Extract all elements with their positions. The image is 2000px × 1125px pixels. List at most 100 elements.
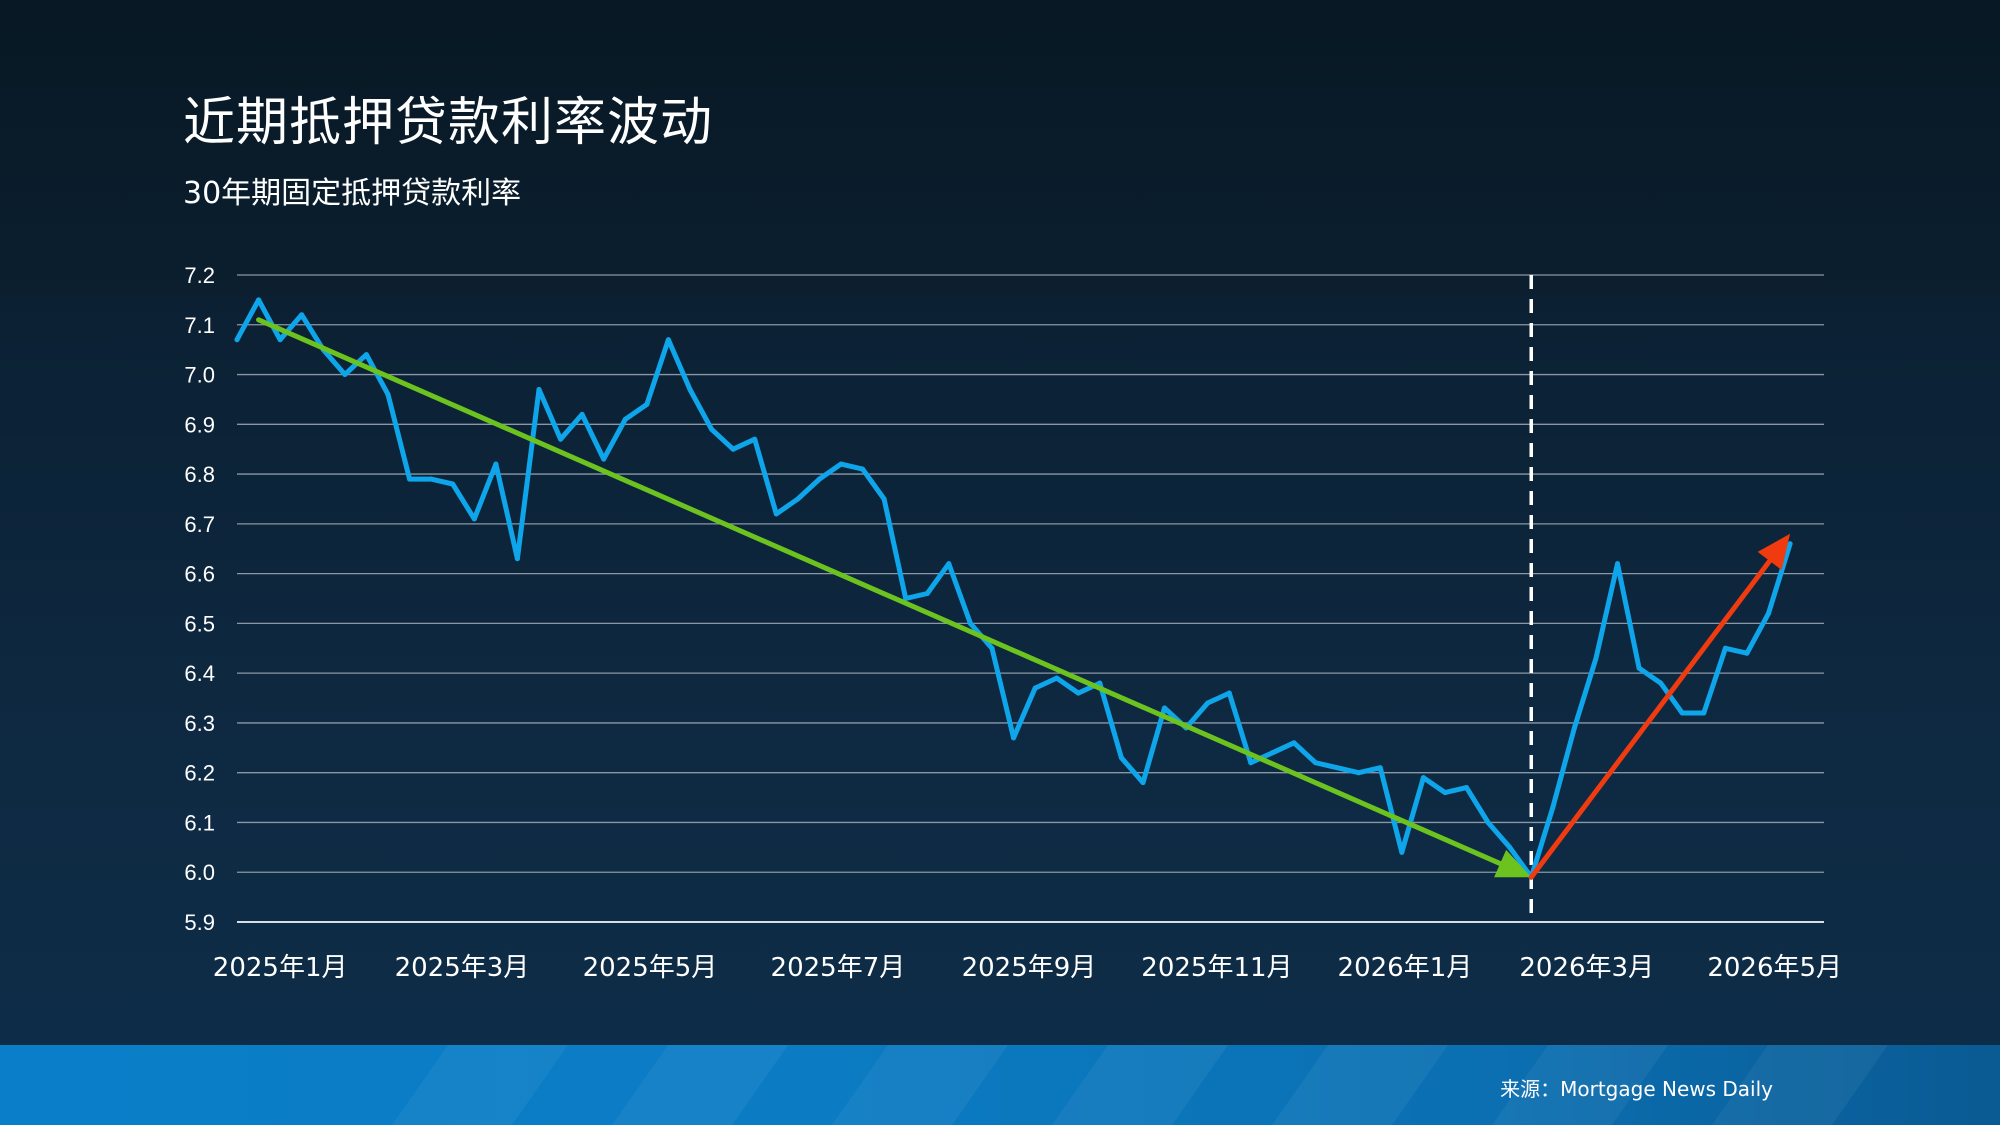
y-tick-label: 7.2	[184, 263, 215, 288]
data-point	[881, 496, 887, 502]
data-point	[471, 516, 477, 522]
y-tick-label: 6.3	[184, 711, 215, 736]
data-point	[860, 466, 866, 472]
y-tick-label: 7.1	[184, 313, 215, 338]
data-point	[256, 297, 262, 303]
data-point	[1226, 690, 1232, 696]
data-point	[1485, 819, 1491, 825]
data-point	[1269, 750, 1275, 756]
y-tick-label: 6.5	[184, 611, 215, 636]
y-tick-label: 6.1	[184, 810, 215, 835]
data-point	[1334, 765, 1340, 771]
data-point	[1054, 675, 1060, 681]
data-point	[1442, 790, 1448, 796]
data-point	[622, 416, 628, 422]
data-point	[1787, 541, 1793, 547]
data-point	[838, 461, 844, 467]
y-tick-label: 5.9	[184, 910, 215, 935]
data-point	[1248, 760, 1254, 766]
header-band	[0, 0, 2000, 295]
data-point	[1464, 785, 1470, 791]
data-point	[752, 436, 758, 442]
x-tick-label: 2026年1月	[1338, 953, 1473, 983]
data-point	[903, 596, 909, 601]
data-point	[1766, 610, 1772, 616]
trend-arrows	[256, 317, 1791, 880]
uptrend-arrow-shaft	[1528, 558, 1773, 880]
series-layer	[234, 297, 1793, 880]
data-point	[385, 391, 391, 397]
footer-stripe	[831, 1045, 1009, 1125]
data-point	[1636, 665, 1642, 671]
y-tick-label: 6.2	[184, 761, 215, 786]
y-tick-label: 6.6	[184, 562, 215, 587]
data-point	[1550, 805, 1556, 811]
data-point	[1011, 735, 1017, 741]
page-title: 近期抵押贷款利率波动	[183, 93, 714, 153]
uptrend-arrow-head	[1757, 533, 1791, 570]
y-axis-labels: 5.9 6.0 6.1 6.2 6.3 6.4 6.5 6.6 6.7 6.8 6.9 7.0 7.1 7…	[184, 263, 215, 935]
data-point	[363, 352, 369, 358]
downtrend-arrow-head	[1494, 849, 1532, 878]
data-point	[1313, 760, 1319, 766]
x-tick-label: 2025年11月	[1141, 953, 1292, 983]
data-point	[601, 456, 607, 462]
data-point	[1097, 680, 1103, 686]
x-tick-label: 2025年9月	[962, 953, 1097, 983]
data-point	[1722, 645, 1728, 651]
data-point	[493, 461, 499, 467]
data-point	[946, 561, 952, 567]
data-point	[989, 645, 995, 651]
data-point	[514, 556, 520, 562]
data-point	[730, 446, 736, 452]
source-note: 来源：Mortgage News Daily	[1500, 1077, 1773, 1101]
page-subtitle: 30年期固定抵押贷款利率	[183, 176, 522, 211]
data-point	[1205, 700, 1211, 706]
footer-bar	[0, 1045, 2000, 1125]
data-point	[234, 337, 240, 343]
y-tick-label: 7.0	[184, 363, 215, 388]
data-point	[665, 337, 671, 343]
data-point	[1593, 655, 1599, 661]
data-point	[1701, 710, 1707, 716]
x-tick-label: 2026年5月	[1707, 953, 1842, 983]
data-point	[428, 476, 434, 482]
data-point	[1118, 755, 1124, 761]
data-point	[773, 511, 779, 517]
footer-stripe	[1051, 1045, 1229, 1125]
data-point	[709, 426, 715, 432]
x-tick-label: 2025年3月	[395, 953, 530, 983]
data-point	[1162, 705, 1168, 711]
y-tick-label: 6.8	[184, 462, 215, 487]
x-tick-label: 2025年1月	[213, 953, 348, 983]
data-point	[277, 337, 283, 343]
x-tick-label: 2025年5月	[583, 953, 718, 983]
x-tick-label: 2026年3月	[1519, 953, 1654, 983]
data-point	[644, 401, 650, 407]
y-tick-label: 6.9	[184, 412, 215, 437]
data-point	[536, 386, 542, 392]
data-point	[558, 436, 564, 442]
data-point	[1399, 849, 1405, 855]
data-point	[1615, 561, 1621, 567]
data-point	[1744, 650, 1750, 656]
data-point	[299, 312, 305, 318]
data-point	[579, 411, 585, 417]
data-point	[795, 496, 801, 502]
y-tick-label: 6.4	[184, 661, 215, 686]
data-point	[924, 591, 930, 597]
data-point	[1140, 780, 1146, 786]
footer-stripe	[391, 1045, 569, 1125]
series-line	[234, 297, 1793, 880]
data-point	[1291, 740, 1297, 746]
data-point	[1679, 710, 1685, 716]
gridlines	[237, 274, 1824, 923]
data-point	[407, 476, 413, 482]
data-point	[816, 476, 822, 482]
data-point	[1571, 725, 1577, 731]
data-point	[687, 386, 693, 392]
downtrend-arrow-shaft	[256, 317, 1503, 867]
data-point	[967, 620, 973, 626]
data-point	[1377, 765, 1383, 771]
data-point	[1032, 685, 1038, 691]
